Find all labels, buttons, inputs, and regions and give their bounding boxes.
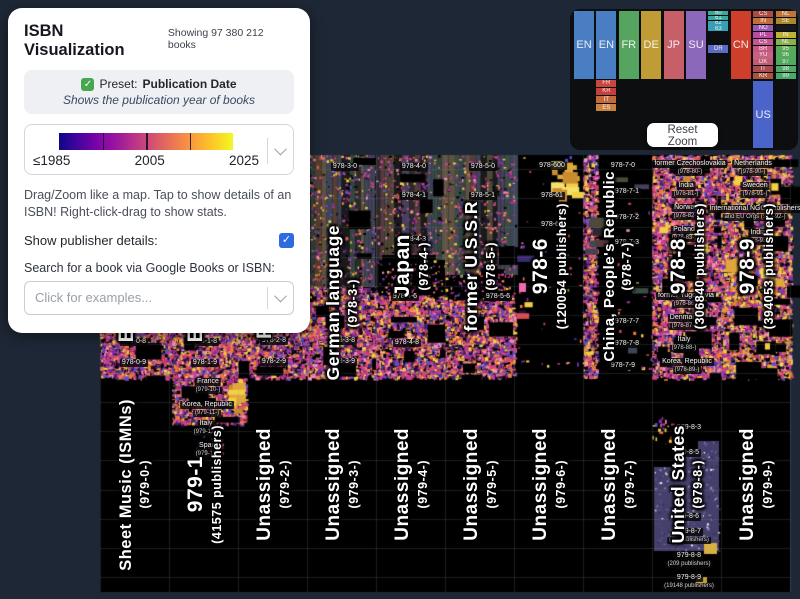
publisher-details-checkbox[interactable]: ✓ [279, 232, 294, 248]
divider [267, 286, 268, 309]
minimap-region-it[interactable]: IT [596, 95, 617, 104]
minimap-region-pl[interactable]: PL [753, 31, 774, 38]
minimap-region-62[interactable]: 62 [708, 21, 729, 26]
scale-label-min: ≤1985 [33, 153, 71, 168]
minimap-region-97[interactable]: 97 [775, 59, 796, 66]
publisher-details-label: Show publisher details: [24, 232, 158, 248]
minimap-region-yu[interactable]: YU [753, 52, 774, 59]
minimap-region-no[interactable]: NO [753, 24, 774, 31]
minimap-region-jp[interactable]: JP [663, 11, 684, 79]
minimap-region-br[interactable]: BR [753, 45, 774, 52]
search-field-wrap [24, 280, 294, 315]
divider [267, 137, 268, 164]
minimap[interactable]: Reset Zoom EN EN FR KR IT ES FR DE JP SU 60 61 62 63 D… [570, 9, 798, 150]
minimap-region-99[interactable]: 99 [775, 73, 796, 80]
preset-name: Publication Date [142, 77, 237, 91]
colorbar-tick [146, 133, 148, 150]
minimap-region-kr[interactable]: KR [596, 87, 617, 96]
minimap-region-es[interactable]: ES [596, 104, 617, 112]
minimap-region-cn[interactable]: CN [730, 11, 751, 79]
minimap-region-dk[interactable]: DK [753, 59, 774, 66]
minimap-region-it[interactable]: IT [753, 66, 774, 73]
minimap-region-fr[interactable]: FR [596, 79, 617, 88]
colorbar-tick [102, 133, 104, 150]
scale-label-mid: 2005 [134, 153, 165, 168]
minimap-region-63[interactable]: 63 [708, 26, 729, 31]
preset-prefix: Preset: [99, 77, 138, 91]
minimap-region-61[interactable]: 61 [708, 16, 729, 21]
minimap-region-96[interactable]: 96 [775, 52, 796, 59]
minimap-region-en[interactable]: EN [574, 11, 594, 79]
usage-instructions: Drag/Zoom like a map. Tap to show detail… [24, 188, 292, 220]
chevron-down-icon[interactable] [274, 289, 287, 303]
control-panel: ISBN Visualization Showing 97 380 212 bo… [8, 8, 310, 333]
reset-zoom-button[interactable]: Reset Zoom [647, 123, 718, 148]
search-label: Search for a book via Google Books or IS… [24, 260, 275, 275]
panel-header: ISBN Visualization Showing 97 380 212 bo… [24, 22, 294, 60]
search-input[interactable] [24, 280, 294, 315]
preset-description: Shows the publication year of books [62, 93, 256, 107]
minimap-region-de[interactable]: DE [641, 11, 662, 79]
page-title: ISBN Visualization [24, 22, 125, 59]
minimap-region-98[interactable]: 98 [775, 66, 796, 73]
minimap-region-en[interactable]: EN [596, 11, 617, 79]
minimap-region-blank[interactable] [775, 24, 796, 31]
preset-check-icon: ✓ [81, 77, 95, 91]
minimap-region-kr[interactable]: KR [753, 73, 774, 80]
minimap-region-nl[interactable]: NL [775, 38, 796, 45]
minimap-region-60[interactable]: 60 [708, 11, 729, 16]
minimap-region-nl[interactable]: NL [775, 11, 796, 18]
minimap-region-cs[interactable]: CS [753, 11, 774, 18]
minimap-region-95[interactable]: 95 [775, 45, 796, 52]
minimap-region-fr[interactable]: FR [618, 11, 639, 79]
minimap-region-se[interactable]: SE [775, 17, 796, 25]
minimap-region-in[interactable]: IN [753, 17, 774, 25]
preset-selector[interactable]: ✓ Preset: Publication Date Shows the pub… [24, 70, 294, 114]
book-count-status: Showing 97 380 212 books [167, 27, 264, 51]
colorbar-tick [189, 133, 191, 150]
minimap-region-su[interactable]: SU [686, 11, 706, 79]
minimap-region-us[interactable]: US [753, 81, 774, 148]
minimap-region-cs[interactable]: CS [753, 38, 774, 45]
publisher-details-row: Show publisher details: ✓ [24, 232, 294, 248]
publication-year-colorbar [59, 133, 233, 150]
minimap-region-dr[interactable]: DR [708, 45, 729, 53]
scale-label-max: 2025 [228, 153, 259, 168]
color-scale-dropdown[interactable]: ≤1985 2005 2025 [24, 124, 294, 175]
minimap-region-in[interactable]: IN [775, 31, 796, 38]
chevron-down-icon[interactable] [274, 142, 287, 156]
